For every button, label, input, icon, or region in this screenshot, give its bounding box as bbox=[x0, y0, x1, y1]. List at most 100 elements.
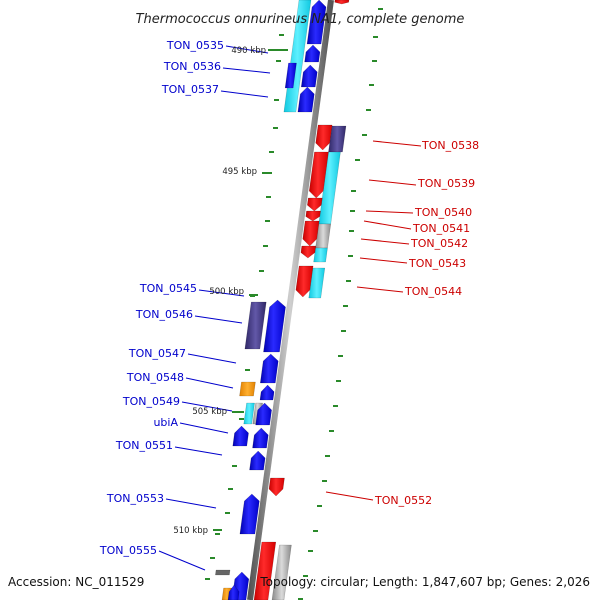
scale-tick-490: 490 kbp bbox=[231, 46, 266, 56]
leader-line-reverse bbox=[363, 220, 412, 230]
accession-text: Accession: NC_011529 bbox=[8, 575, 144, 589]
genome-summary-text: Topology: circular; Length: 1,847,607 bp… bbox=[259, 575, 590, 589]
cog-track-cyan-2 bbox=[243, 402, 255, 425]
gene-arrow-ton-0540 bbox=[307, 197, 323, 212]
tick-mark bbox=[273, 127, 278, 129]
tick-mark bbox=[333, 405, 338, 407]
tick-mark bbox=[265, 220, 270, 222]
gene-label-ton-0552[interactable]: TON_0552 bbox=[374, 494, 432, 507]
gene-label-ton-0539[interactable]: TON_0539 bbox=[417, 177, 475, 190]
tick-mark bbox=[346, 280, 351, 282]
scale-tick-505: 505 kbp bbox=[192, 407, 227, 417]
tick-mark bbox=[349, 230, 354, 232]
gene-arrow-ton-0544 bbox=[295, 265, 314, 298]
tick-mark bbox=[239, 418, 244, 420]
tick-mark bbox=[245, 369, 250, 371]
gene-block-bottom-red bbox=[253, 541, 277, 600]
tick-mark bbox=[369, 84, 374, 86]
tick-mark bbox=[372, 60, 377, 62]
tick-mark bbox=[303, 575, 308, 577]
gene-arrow-ton-0549 bbox=[255, 402, 272, 426]
gene-arrow-ubia bbox=[252, 427, 269, 449]
tick-mark bbox=[322, 480, 327, 482]
tick-mark bbox=[274, 99, 279, 101]
cog-track-slate bbox=[244, 301, 267, 350]
gene-arrow-ton-0535 bbox=[306, 0, 327, 45]
leader-line-reverse bbox=[360, 238, 410, 245]
tick-mark bbox=[269, 151, 274, 153]
tick-mark bbox=[215, 533, 220, 535]
tick-mark bbox=[228, 488, 233, 490]
leader-line-forward bbox=[158, 550, 206, 571]
gene-label-ton-0538[interactable]: TON_0538 bbox=[421, 139, 479, 152]
tick-mark bbox=[348, 255, 353, 257]
cog-track-orange bbox=[239, 381, 256, 397]
gene-label-ton-0542[interactable]: TON_0542 bbox=[410, 237, 468, 250]
tick-mark bbox=[338, 355, 343, 357]
tick-mark bbox=[343, 305, 348, 307]
scale-tick-510: 510 kbp bbox=[173, 526, 208, 536]
cog-track-grey-bottom bbox=[271, 544, 292, 600]
gene-arrow-top bbox=[334, 0, 350, 5]
gene-label-ton-0555[interactable]: TON_0555 bbox=[99, 544, 157, 557]
gene-arrow-ton-0536 bbox=[304, 44, 321, 63]
gene-label-ton-0548[interactable]: TON_0548 bbox=[126, 371, 184, 384]
gene-arrow-ton-0547 bbox=[260, 353, 279, 384]
gene-label-ton-0547[interactable]: TON_0547 bbox=[128, 347, 186, 360]
cog-track-dark bbox=[215, 569, 231, 576]
tick-mark bbox=[329, 430, 334, 432]
label-leader-lines bbox=[158, 45, 422, 571]
gene-arrow-ton-0542 bbox=[302, 220, 320, 247]
gene-label-ton-0549[interactable]: TON_0549 bbox=[122, 395, 180, 408]
gene-arrow-ton-0551 bbox=[249, 450, 266, 471]
gene-arrow-ton-0552 bbox=[268, 477, 285, 497]
scale-tick-495: 495 kbp bbox=[222, 167, 257, 177]
gene-label-ton-0535[interactable]: TON_0535 bbox=[166, 39, 224, 52]
tick-mark bbox=[366, 109, 371, 111]
tick-mark bbox=[341, 330, 346, 332]
leader-line-forward bbox=[185, 377, 234, 389]
leader-line-reverse bbox=[356, 286, 404, 293]
gene-label-ton-0544[interactable]: TON_0544 bbox=[404, 285, 462, 298]
tick-mark bbox=[362, 134, 367, 136]
gene-label-ton-0545[interactable]: TON_0545 bbox=[139, 282, 197, 295]
gene-label-ton-0546[interactable]: TON_0546 bbox=[135, 308, 193, 321]
gene-arrow-ton-0548 bbox=[259, 384, 275, 401]
tick-mark bbox=[205, 578, 210, 580]
leader-line-forward bbox=[174, 446, 223, 456]
tick-mark bbox=[336, 380, 341, 382]
tick-mark bbox=[325, 455, 330, 457]
gene-arrow-ton-0537 bbox=[297, 86, 315, 113]
tick-mark bbox=[351, 190, 356, 192]
cog-track-blue bbox=[284, 62, 297, 89]
gene-label-ton-0540[interactable]: TON_0540 bbox=[414, 206, 472, 219]
gene-arrow-ton-0553 bbox=[239, 493, 260, 535]
gene-arrow-ton-0555b bbox=[227, 584, 240, 600]
tick-mark bbox=[210, 557, 215, 559]
leader-line-forward bbox=[198, 289, 245, 297]
gene-arrow-ubia-track bbox=[232, 425, 249, 447]
tick-mark bbox=[276, 60, 281, 62]
genome-backbone bbox=[247, 0, 334, 600]
leader-line-forward bbox=[220, 90, 269, 98]
gene-label-ton-0536[interactable]: TON_0536 bbox=[163, 60, 221, 73]
tick-mark bbox=[373, 36, 378, 38]
gene-label-ubia[interactable]: ubiA bbox=[153, 416, 178, 429]
gene-label-ton-0543[interactable]: TON_0543 bbox=[408, 257, 466, 270]
gene-label-ton-0551[interactable]: TON_0551 bbox=[115, 439, 173, 452]
tick-mark bbox=[225, 512, 230, 514]
tick-mark bbox=[308, 550, 313, 552]
leader-line-forward bbox=[181, 401, 233, 412]
gene-label-ton-0553[interactable]: TON_0553 bbox=[106, 492, 164, 505]
leader-line-forward bbox=[187, 353, 237, 364]
leader-line-reverse bbox=[359, 257, 408, 264]
gene-label-ton-0541[interactable]: TON_0541 bbox=[412, 222, 470, 235]
leader-line-reverse bbox=[372, 140, 422, 147]
cog-track-cyan-r2 bbox=[313, 247, 328, 263]
leader-line-reverse bbox=[368, 179, 417, 186]
gene-features bbox=[215, 0, 350, 600]
gene-arrow-ton-0539 bbox=[308, 151, 329, 199]
gene-arrow-ton-0546 bbox=[263, 299, 286, 353]
gene-label-ton-0537[interactable]: TON_0537 bbox=[161, 83, 219, 96]
